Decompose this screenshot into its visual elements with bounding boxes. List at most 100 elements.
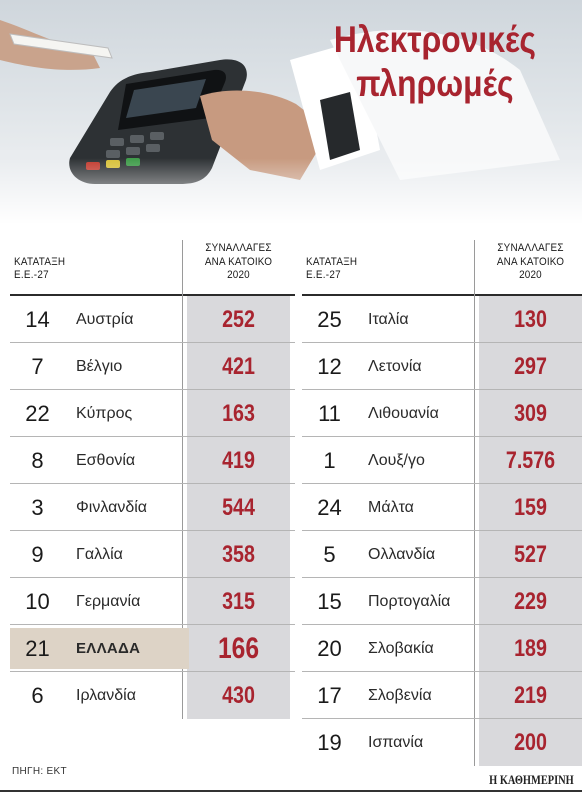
table-row: 11 Λιθουανία 309	[302, 390, 582, 437]
table-row: 6 Ιρλανδία 430	[10, 672, 295, 719]
transactions-header-line: ΣΥΝΑΛΛΑΓΕΣ	[205, 242, 272, 254]
ranking-table-right: ΚΑΤΑΤΑΞΗ Ε.Ε.-27 ΣΥΝΑΛΛΑΓΕΣ ΑΝΑ ΚΑΤΟΙΚΟ …	[302, 240, 582, 766]
rank-cell: 10	[25, 589, 50, 614]
transactions-header: ΣΥΝΑΛΛΑΓΕΣ ΑΝΑ ΚΑΤΟΙΚΟ 2020	[474, 240, 582, 296]
table-header: ΚΑΤΑΤΑΞΗ Ε.Ε.-27 ΣΥΝΑΛΛΑΓΕΣ ΑΝΑ ΚΑΤΟΙΚΟ …	[302, 240, 582, 296]
table-row: 17 Σλοβενία 219	[302, 672, 582, 719]
rank-cell: 15	[317, 589, 342, 614]
table-row: 25 Ιταλία 130	[302, 296, 582, 343]
hero-fade	[0, 158, 582, 228]
value-cell: 315	[222, 588, 255, 615]
value-cell: 430	[222, 682, 255, 709]
country-cell: Λιθουανία	[368, 405, 439, 422]
country-cell: Σλοβενία	[368, 687, 432, 704]
bottom-rule	[0, 790, 582, 792]
value-cell: 309	[514, 400, 547, 427]
country-cell: Ιταλία	[368, 311, 409, 328]
value-cell: 7.576	[505, 447, 556, 474]
table-row: 5 Ολλανδία 527	[302, 531, 582, 578]
transactions-header: ΣΥΝΑΛΛΑΓΕΣ ΑΝΑ ΚΑΤΟΙΚΟ 2020	[182, 240, 295, 296]
transactions-header-line: ΑΝΑ ΚΑΤΟΙΚΟ	[496, 255, 565, 268]
value-cell: 252	[222, 306, 255, 333]
title-line-1: Ηλεκτρονικές	[333, 19, 536, 60]
table-row: 9 Γαλλία 358	[10, 531, 295, 578]
rank-cell: 3	[31, 495, 44, 520]
value-cell: 189	[514, 635, 547, 662]
country-cell: Πορτογαλία	[368, 593, 451, 610]
header-divider	[182, 240, 183, 296]
rank-cell: 21	[25, 636, 50, 661]
country-cell: Λουξ/γο	[368, 452, 425, 469]
value-column-shading	[187, 296, 290, 719]
value-cell: 159	[514, 494, 547, 521]
rank-cell: 25	[317, 307, 342, 332]
hero-photo: Ηλεκτρονικές πληρωμές	[0, 0, 582, 228]
column-divider	[182, 296, 183, 719]
rank-cell: 14	[25, 307, 50, 332]
table-row: 1 Λουξ/γο 7.576	[302, 437, 582, 484]
country-cell: Σλοβακία	[368, 640, 434, 657]
source-note: ΠΗΓΗ: ΕΚΤ	[12, 766, 67, 777]
value-cell: 527	[514, 541, 547, 568]
table-row: 22 Κύπρος 163	[10, 390, 295, 437]
country-cell: Γερμανία	[76, 593, 141, 610]
transactions-header-line: 2020	[227, 269, 250, 281]
value-cell: 130	[514, 306, 547, 333]
rank-header: ΚΑΤΑΤΑΞΗ Ε.Ε.-27	[306, 256, 357, 282]
value-cell: 166	[217, 632, 260, 665]
column-divider	[474, 296, 475, 766]
value-cell: 219	[514, 682, 547, 709]
rank-cell: 17	[317, 683, 342, 708]
value-cell: 229	[514, 588, 547, 615]
value-cell: 544	[222, 494, 255, 521]
table-row: 15 Πορτογαλία 229	[302, 578, 582, 625]
table-body: 25 Ιταλία 130 12 Λετονία 297 11 Λιθουανία 309 1 Λο…	[302, 296, 582, 766]
value-cell: 163	[222, 400, 255, 427]
country-cell: Ολλανδία	[368, 546, 436, 563]
transactions-header-line: ΑΝΑ ΚΑΤΟΙΚΟ	[204, 255, 273, 268]
value-cell: 419	[222, 447, 255, 474]
publisher-logo: Η ΚΑΘΗΜΕΡΙΝΗ	[489, 772, 574, 787]
table-row: 14 Αυστρία 252	[10, 296, 295, 343]
rank-cell: 9	[31, 542, 44, 567]
country-cell: Κύπρος	[76, 405, 133, 422]
rank-cell: 1	[323, 448, 336, 473]
country-cell: Ιρλανδία	[76, 687, 136, 704]
rank-header-line: ΚΑΤΑΤΑΞΗ	[306, 256, 358, 268]
table-row: 7 Βέλγιο 421	[10, 343, 295, 390]
rank-header-line: Ε.Ε.-27	[306, 269, 341, 281]
transactions-header-line: ΣΥΝΑΛΛΑΓΕΣ	[497, 242, 564, 254]
rank-cell: 11	[318, 401, 341, 426]
title-line-2: πληρωμές	[356, 63, 514, 104]
table-row: 12 Λετονία 297	[302, 343, 582, 390]
ranking-table-left: ΚΑΤΑΤΑΞΗ Ε.Ε.-27 ΣΥΝΑΛΛΑΓΕΣ ΑΝΑ ΚΑΤΟΙΚΟ …	[10, 240, 295, 719]
country-cell: Γαλλία	[76, 546, 123, 563]
rank-cell: 22	[25, 401, 50, 426]
table-row: 10 Γερμανία 315	[10, 578, 295, 625]
rank-header-line: Ε.Ε.-27	[14, 269, 49, 281]
country-cell: Μάλτα	[368, 499, 414, 516]
country-cell: Λετονία	[368, 358, 422, 375]
table-header: ΚΑΤΑΤΑΞΗ Ε.Ε.-27 ΣΥΝΑΛΛΑΓΕΣ ΑΝΑ ΚΑΤΟΙΚΟ …	[10, 240, 295, 296]
country-cell: Αυστρία	[76, 311, 134, 328]
rank-cell: 19	[317, 730, 342, 755]
rank-cell: 8	[31, 448, 44, 473]
rank-header: ΚΑΤΑΤΑΞΗ Ε.Ε.-27	[14, 256, 65, 282]
rank-cell: 12	[317, 354, 342, 379]
table-row: 20 Σλοβακία 189	[302, 625, 582, 672]
table-body: 14 Αυστρία 252 7 Βέλγιο 421 22 Κύπρος 163 8 Εσθονί…	[10, 296, 295, 719]
highlight-band	[10, 628, 189, 669]
table-row: 24 Μάλτα 159	[302, 484, 582, 531]
rank-header-line: ΚΑΤΑΤΑΞΗ	[14, 256, 66, 268]
chart-title: Ηλεκτρονικές πληρωμές	[334, 18, 536, 106]
table-row: 21 ΕΛΛΑΔΑ 166	[10, 625, 295, 672]
value-cell: 421	[222, 353, 255, 380]
rank-cell: 6	[31, 683, 44, 708]
country-cell: Φινλανδία	[76, 499, 148, 516]
value-column-shading	[479, 296, 582, 766]
country-cell: Ισπανία	[368, 734, 424, 751]
value-cell: 297	[514, 353, 547, 380]
transactions-header-line: 2020	[519, 269, 542, 281]
table-row: 8 Εσθονία 419	[10, 437, 295, 484]
header-divider	[474, 240, 475, 296]
